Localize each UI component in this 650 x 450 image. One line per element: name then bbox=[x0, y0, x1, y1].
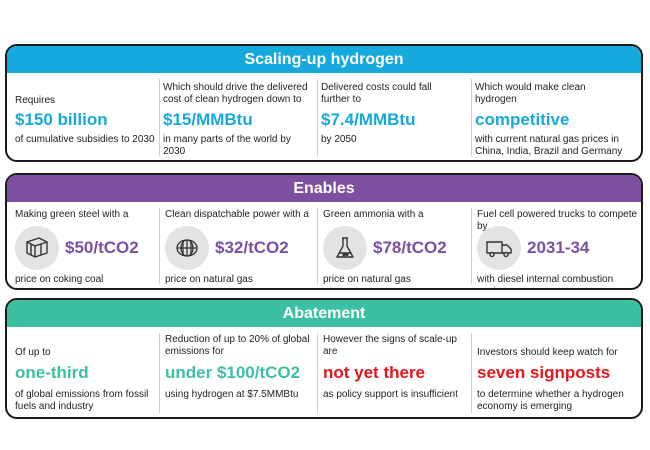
seven-signposts-value: seven signposts bbox=[477, 363, 611, 382]
competitive-value: competitive bbox=[475, 110, 570, 129]
divider bbox=[317, 79, 318, 156]
seven-signposts-top-text: Investors should keep watch for bbox=[477, 347, 618, 358]
cost-2050-top-text: Delivered costs could fall further to bbox=[321, 82, 432, 105]
subsidies-bottom-text: of cumulative subsidies to 2030 bbox=[15, 134, 155, 145]
one-third-bottom-text: of global emissions from fossil fuels an… bbox=[15, 389, 149, 412]
subsidies-top-text: Requires bbox=[15, 95, 56, 106]
turbine-icon bbox=[165, 226, 209, 270]
abatement-title: Abatement bbox=[7, 300, 641, 327]
subsidies-column: Requires $150 billion of cumulative subs… bbox=[7, 73, 157, 160]
divider bbox=[317, 208, 318, 284]
not-yet-there-top-text: However the signs of scale-up are bbox=[323, 334, 457, 357]
divider bbox=[317, 333, 318, 413]
enables-title: Enables bbox=[7, 175, 641, 202]
green-ammonia-column: Green ammonia with a $78/tCO2 price on n… bbox=[317, 202, 471, 288]
under-100-value: under $100/tCO2 bbox=[165, 363, 301, 382]
one-third-value: one-third bbox=[15, 363, 89, 382]
dispatchable-power-bottom-text: price on natural gas bbox=[165, 274, 253, 285]
flask-icon bbox=[323, 226, 367, 270]
scaling-up-panel: Scaling-up hydrogen Requires $150 billio… bbox=[5, 44, 643, 162]
dispatchable-power-column: Clean dispatchable power with a $32/tCO2… bbox=[159, 202, 317, 288]
fuel-cell-trucks-column: Fuel cell powered trucks to compete by 2… bbox=[471, 202, 641, 288]
cost-2030-value: $15/MMBtu bbox=[163, 110, 253, 129]
cost-2030-bottom-text: in many parts of the world by 2030 bbox=[163, 134, 291, 157]
steel-beam-icon bbox=[15, 226, 59, 270]
fuel-cell-trucks-value: 2031-34 bbox=[527, 238, 590, 257]
one-third-column: Of up to one-third of global emissions f… bbox=[7, 327, 159, 417]
cost-2030-top-text: Which should drive the delivered cost of… bbox=[163, 82, 308, 105]
green-ammonia-value: $78/tCO2 bbox=[373, 238, 447, 257]
divider bbox=[159, 79, 160, 156]
green-ammonia-bottom-text: price on natural gas bbox=[323, 274, 411, 285]
divider bbox=[471, 208, 472, 284]
not-yet-there-column: However the signs of scale-up are not ye… bbox=[317, 327, 471, 417]
green-steel-value: $50/tCO2 bbox=[65, 238, 139, 257]
dispatchable-power-value: $32/tCO2 bbox=[215, 238, 289, 257]
under-100-top-text: Reduction of up to 20% of global emissio… bbox=[165, 334, 310, 357]
seven-signposts-bottom-text: to determine whether a hydrogen economy … bbox=[477, 389, 624, 412]
abatement-panel: Abatement Of up to one-third of global e… bbox=[5, 298, 643, 419]
cost-2050-value: $7.4/MMBtu bbox=[321, 110, 416, 129]
one-third-top-text: Of up to bbox=[15, 347, 51, 358]
competitive-top-text: Which would make clean hydrogen bbox=[475, 82, 586, 105]
under-100-column: Reduction of up to 20% of global emissio… bbox=[159, 327, 317, 417]
competitive-bottom-text: with current natural gas prices in China… bbox=[475, 134, 623, 157]
fuel-cell-trucks-top-text: Fuel cell powered trucks to compete by bbox=[477, 209, 638, 232]
enables-panel: Enables Making green steel with a $50/tC… bbox=[5, 173, 643, 290]
scaling-up-title: Scaling-up hydrogen bbox=[7, 46, 641, 73]
divider bbox=[159, 333, 160, 413]
truck-icon bbox=[477, 226, 521, 270]
fuel-cell-trucks-bottom-text: with diesel internal combustion engines bbox=[477, 274, 614, 288]
dispatchable-power-top-text: Clean dispatchable power with a bbox=[165, 209, 309, 220]
green-steel-top-text: Making green steel with a bbox=[15, 209, 129, 220]
not-yet-there-value: not yet there bbox=[323, 363, 426, 382]
divider bbox=[471, 333, 472, 413]
cost-2050-column: Delivered costs could fall further to $7… bbox=[315, 73, 469, 160]
cost-2030-column: Which should drive the delivered cost of… bbox=[157, 73, 315, 160]
green-steel-column: Making green steel with a $50/tCO2 price… bbox=[7, 202, 159, 288]
seven-signposts-column: Investors should keep watch for seven si… bbox=[471, 327, 641, 417]
under-100-bottom-text: using hydrogen at $7.5MMBtu bbox=[165, 389, 299, 400]
not-yet-there-bottom-text: as policy support is insufficient bbox=[323, 389, 458, 400]
subsidies-value: $150 billion bbox=[15, 110, 108, 129]
green-ammonia-top-text: Green ammonia with a bbox=[323, 209, 424, 220]
divider bbox=[159, 208, 160, 284]
competitive-column: Which would make clean hydrogen competit… bbox=[469, 73, 639, 160]
divider bbox=[471, 79, 472, 156]
green-steel-bottom-text: price on coking coal bbox=[15, 274, 104, 285]
cost-2050-bottom-text: by 2050 bbox=[321, 134, 357, 145]
